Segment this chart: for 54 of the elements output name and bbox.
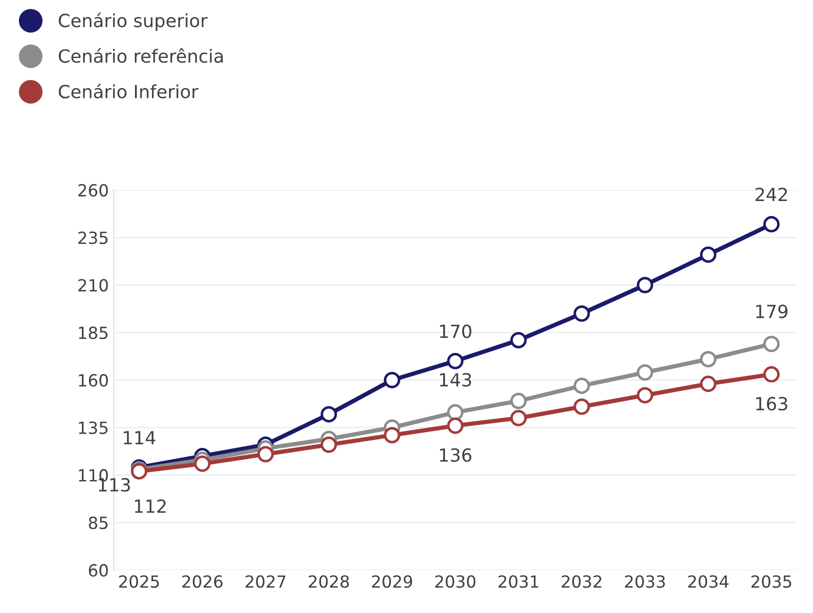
- x-tick-label: 2027: [246, 575, 286, 588]
- x-tick-label: 2028: [308, 575, 349, 588]
- legend-label: Cenário referência: [58, 48, 223, 63]
- x-tick-label: 2031: [498, 575, 538, 588]
- data-label: 143: [440, 372, 472, 387]
- y-tick-label: 235: [78, 232, 108, 244]
- data-label: 136: [440, 448, 472, 462]
- point: [574, 305, 590, 322]
- point: [700, 246, 716, 263]
- x-tick-label: 2035: [751, 575, 792, 588]
- point: [320, 406, 338, 422]
- y-tick-label: 185: [78, 326, 108, 340]
- y-tick-label: 135: [78, 422, 108, 434]
- x-tick-label: 2029: [372, 575, 412, 588]
- point: [384, 372, 400, 388]
- y-tick-label: 260: [78, 184, 108, 197]
- x-tick-label: 2025: [119, 575, 159, 588]
- point: [636, 276, 654, 294]
- data-label: 242: [756, 188, 787, 202]
- y-tick-label: 160: [78, 374, 108, 387]
- point: [700, 350, 716, 368]
- y-tick-label: 210: [78, 279, 108, 292]
- point: [257, 446, 274, 462]
- point: [384, 426, 400, 444]
- point: [510, 410, 527, 426]
- point: [510, 392, 527, 410]
- legend-label: Cenário Inferior: [58, 84, 198, 98]
- x-tick-label: 2032: [562, 575, 602, 588]
- x-tick-label: 2030: [435, 575, 476, 588]
- x-tick-label: 2033: [624, 575, 665, 588]
- point: [763, 366, 780, 383]
- point: [763, 216, 780, 232]
- point: [636, 364, 654, 381]
- y-tick-label: 60: [88, 564, 108, 577]
- point: [700, 376, 716, 392]
- point: [574, 378, 590, 394]
- y-tick-label: 85: [88, 516, 108, 530]
- point: [320, 436, 338, 453]
- point: [447, 404, 464, 421]
- point: [447, 417, 464, 434]
- legend-label: Cenário superior: [58, 12, 208, 31]
- point: [636, 387, 654, 404]
- data-label: 112: [134, 499, 166, 513]
- data-label: 114: [124, 431, 156, 444]
- data-label: 170: [440, 324, 472, 338]
- data-label: 179: [756, 304, 788, 318]
- data-label: 163: [756, 396, 788, 411]
- point: [447, 352, 464, 370]
- point: [194, 455, 211, 472]
- point: [763, 336, 780, 352]
- x-tick-label: 2034: [688, 575, 728, 588]
- point: [574, 398, 590, 415]
- x-tick-label: 2026: [182, 575, 223, 588]
- point: [510, 332, 527, 348]
